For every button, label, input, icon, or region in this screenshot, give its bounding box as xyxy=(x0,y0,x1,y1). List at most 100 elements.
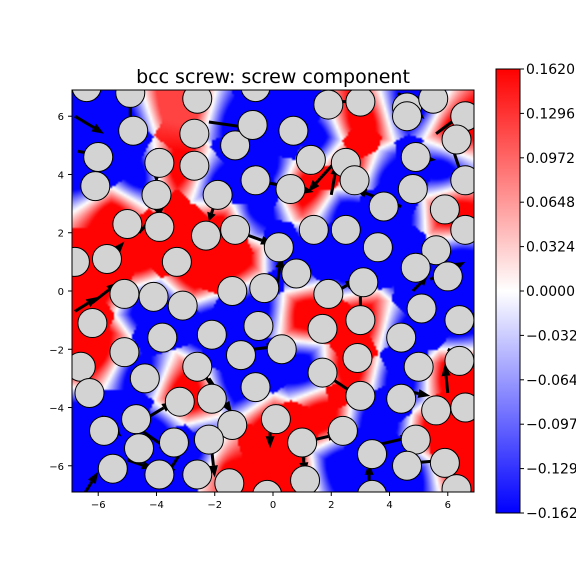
atom-marker xyxy=(348,267,379,298)
atom-marker xyxy=(196,319,227,350)
atom-marker xyxy=(138,281,169,312)
arrow-head xyxy=(417,389,431,398)
atom-marker xyxy=(421,235,452,266)
atom-marker xyxy=(397,174,428,205)
colorbar-gradient xyxy=(495,68,521,514)
atom-marker xyxy=(339,165,370,196)
arrow-head xyxy=(88,471,99,485)
colorbar-tick-label: −0.1296 xyxy=(526,462,576,478)
arrow-head xyxy=(307,180,320,192)
atom-marker xyxy=(450,392,474,423)
atom-marker xyxy=(400,252,431,283)
atom-marker xyxy=(121,404,152,435)
colorbar-tick-label: −0.1620 xyxy=(526,506,576,522)
displacement-arrow xyxy=(74,114,95,129)
atom-marker xyxy=(141,179,172,210)
chart-title: bcc screw: screw component xyxy=(136,66,410,88)
arrow-head xyxy=(113,241,125,254)
atom-marker xyxy=(345,90,376,117)
atom-marker xyxy=(214,468,245,492)
atom-marker xyxy=(327,415,358,446)
atom-marker xyxy=(403,351,434,382)
atom-marker xyxy=(182,459,213,490)
arrow-head xyxy=(364,462,374,475)
colorbar-tick-label: 0.1296 xyxy=(526,106,575,122)
atom-marker xyxy=(342,343,373,373)
colorbar-tick-label: 0.0324 xyxy=(526,240,575,256)
atom-marker xyxy=(115,90,146,108)
atom-marker xyxy=(441,124,472,155)
atom-marker xyxy=(307,313,338,344)
atom-marker xyxy=(287,427,318,458)
atom-marker xyxy=(357,439,388,470)
atom-marker xyxy=(307,357,338,388)
y-tick-label: 6 xyxy=(58,112,64,123)
atom-marker xyxy=(80,171,111,202)
atom-marker xyxy=(441,474,472,492)
atom-marker xyxy=(249,273,280,304)
y-tick-label: −4 xyxy=(49,404,64,415)
x-tick-label: −2 xyxy=(207,500,222,511)
atom-marker xyxy=(275,174,306,205)
atom-marker xyxy=(83,142,114,172)
arrow-head xyxy=(208,465,218,478)
atom-marker xyxy=(240,372,271,403)
atom-marker xyxy=(191,220,221,251)
atom-marker xyxy=(109,337,140,368)
atom-marker xyxy=(444,345,474,376)
atom-marker xyxy=(217,276,248,306)
atom-marker xyxy=(193,424,224,455)
atom-marker xyxy=(400,142,431,172)
displacement-arrow xyxy=(83,480,94,492)
atom-marker xyxy=(144,147,175,178)
atom-marker xyxy=(444,305,474,336)
atom-marker xyxy=(281,258,312,289)
colorbar-tick-label: 0.0972 xyxy=(526,151,575,167)
atom-marker xyxy=(161,246,192,277)
x-tick-label: 4 xyxy=(386,500,392,511)
atom-marker xyxy=(144,459,175,490)
atom-marker xyxy=(112,209,143,239)
colorbar-tick-label: −0.0648 xyxy=(526,373,576,389)
displacement-arrow xyxy=(91,288,111,304)
atom-marker xyxy=(345,380,376,411)
atom-marker xyxy=(429,194,460,225)
x-tick-label: 2 xyxy=(328,500,334,511)
atom-marker xyxy=(179,150,210,181)
atom-marker xyxy=(345,305,376,336)
atom-marker xyxy=(124,433,154,464)
atom-marker xyxy=(362,232,393,263)
atom-marker xyxy=(109,278,140,309)
displacement-arrow xyxy=(329,174,337,196)
colorbar-tick-label: −0.0324 xyxy=(526,328,576,344)
atom-marker xyxy=(243,310,274,341)
atom-marker xyxy=(313,90,344,120)
arrow-head xyxy=(207,211,216,222)
colorbar-tick-label: 0.0648 xyxy=(526,195,575,211)
arrow-head xyxy=(91,123,105,134)
atom-marker xyxy=(118,115,149,146)
atom-markers xyxy=(72,90,474,492)
atom-marker xyxy=(72,90,102,103)
y-tick-label: 2 xyxy=(58,229,64,240)
displacement-arrow xyxy=(74,301,89,313)
y-axis: −6 −4 −2 0 2 4 6 xyxy=(49,112,72,473)
atom-marker xyxy=(252,479,282,492)
x-tick-label: 6 xyxy=(445,500,451,511)
atom-marker xyxy=(418,90,449,114)
atom-marker xyxy=(77,308,108,339)
atom-marker xyxy=(91,243,122,274)
arrow-head xyxy=(265,436,275,449)
atom-marker xyxy=(368,191,399,222)
atom-marker xyxy=(260,404,291,435)
atom-marker xyxy=(240,90,271,103)
y-tick-label: −6 xyxy=(49,462,64,473)
x-tick-label: −6 xyxy=(91,500,106,511)
colorbar-tick-label: 0.1620 xyxy=(526,62,575,78)
atom-marker xyxy=(179,118,210,149)
y-tick-label: 0 xyxy=(58,287,64,298)
atom-marker xyxy=(313,278,344,309)
atom-marker xyxy=(392,450,422,481)
atom-marker xyxy=(432,261,463,292)
atom-marker xyxy=(89,415,120,446)
